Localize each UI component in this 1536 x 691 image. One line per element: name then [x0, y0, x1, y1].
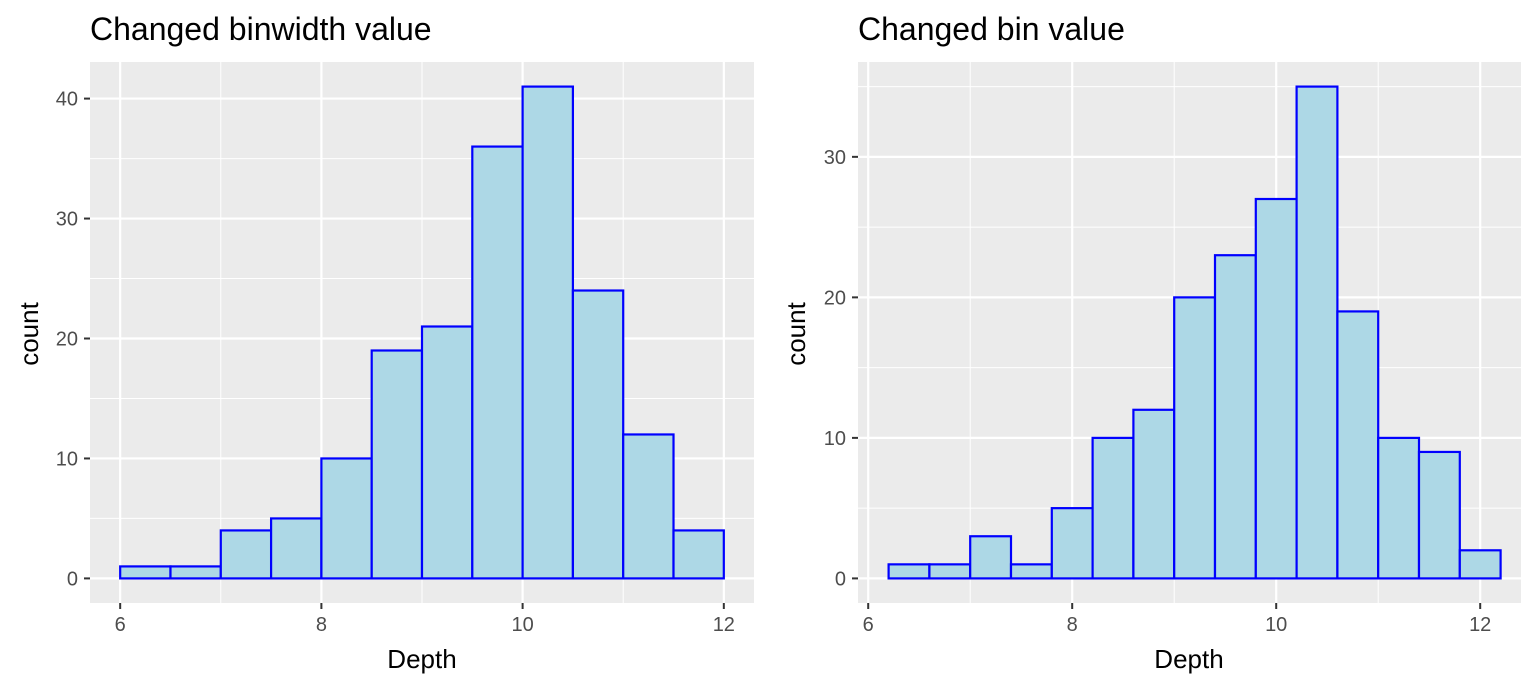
y-tick-label: 20	[56, 328, 78, 350]
x-axis-title: Depth	[387, 644, 456, 674]
chart-title: Changed bin value	[858, 11, 1125, 47]
y-tick-label: 0	[835, 568, 846, 590]
chart-title: Changed binwidth value	[90, 11, 432, 47]
histogram-bar	[1050, 507, 1094, 580]
y-tick-label: 30	[824, 147, 846, 169]
y-axis-title: count	[781, 301, 811, 365]
histogram-bar	[1009, 563, 1053, 580]
histogram-bar	[169, 565, 222, 580]
histogram-bar	[219, 529, 273, 580]
histogram-bar	[672, 529, 725, 580]
x-tick-label: 10	[511, 614, 533, 636]
x-tick-label: 6	[863, 614, 874, 636]
histogram-bar	[320, 457, 373, 580]
y-tick-label: 20	[824, 287, 846, 309]
histogram-bar	[1173, 296, 1217, 580]
histogram-bar	[119, 565, 172, 580]
histogram-bar	[269, 517, 323, 580]
histogram-bar	[928, 563, 972, 580]
histogram-binwidth-chart: Changed binwidth value Depth count 0 10 20…	[14, 11, 754, 674]
histogram-bar	[420, 325, 474, 580]
histogram-bar	[521, 85, 575, 580]
histogram-bar	[969, 535, 1013, 580]
histogram-bar	[370, 349, 424, 580]
x-tick-label: 8	[1067, 614, 1078, 636]
x-axis-title: Depth	[1154, 644, 1223, 674]
histogram-bar	[622, 433, 675, 580]
histogram-bar	[887, 563, 931, 580]
x-tick-label: 6	[115, 614, 126, 636]
histogram-bar	[1377, 436, 1421, 580]
histogram-bar	[1336, 310, 1380, 580]
y-tick-label: 10	[56, 448, 78, 470]
y-tick-label: 10	[824, 428, 846, 450]
x-tick-label: 8	[316, 614, 327, 636]
histogram-bar	[1254, 197, 1298, 580]
histogram-bar	[571, 289, 625, 580]
histogram-bins-chart: Changed bin value Depth count 0 10 20 30 6 8 1…	[781, 11, 1521, 674]
histogram-bar	[1295, 85, 1339, 580]
y-tick-label: 30	[56, 209, 78, 231]
histogram-bar	[1132, 408, 1176, 580]
y-tick-label: 40	[56, 89, 78, 111]
histogram-bar	[1458, 549, 1502, 580]
histogram-bar	[1417, 450, 1461, 580]
y-tick-label: 0	[67, 568, 78, 590]
x-tick-label: 12	[713, 614, 735, 636]
histogram-bar	[1091, 436, 1135, 580]
x-tick-label: 10	[1265, 614, 1287, 636]
y-axis-title: count	[14, 301, 44, 365]
x-tick-label: 12	[1469, 614, 1491, 636]
histogram-bar	[1213, 254, 1257, 580]
histogram-bar	[471, 145, 524, 580]
